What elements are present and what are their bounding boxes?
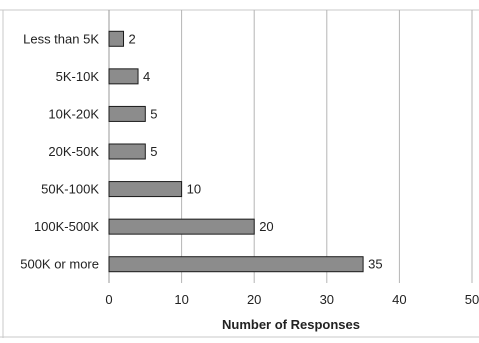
bar-5	[108, 181, 183, 198]
category-label: 50K-100K	[41, 182, 99, 197]
x-tick-label-50: 50	[465, 292, 479, 307]
bar-4	[108, 143, 146, 160]
category-label: 20K-50K	[48, 144, 99, 159]
x-tick-label-30: 30	[320, 292, 334, 307]
data-label: 20	[259, 219, 273, 234]
category-label: Less than 5K	[23, 31, 99, 46]
data-label: 35	[368, 257, 382, 272]
x-axis-title: Number of Responses	[222, 317, 360, 332]
data-label: 4	[143, 69, 150, 84]
x-tick-label-0: 0	[105, 292, 112, 307]
bars	[108, 30, 364, 273]
data-label: 10	[187, 182, 201, 197]
category-label: 5K-10K	[56, 69, 100, 84]
data-label: 5	[150, 106, 157, 121]
category-labels: Less than 5K 5K-10K 10K-20K 20K-50K 50K-100K…	[20, 31, 99, 271]
data-labels: 2 4 5 5 10 20 35	[129, 31, 383, 271]
bar-7	[108, 256, 364, 273]
x-tick-label-10: 10	[174, 292, 188, 307]
category-label: 100K-500K	[34, 219, 99, 234]
bar-3	[108, 105, 146, 122]
data-label: 5	[150, 144, 157, 159]
bar-2	[108, 68, 139, 85]
category-label: 500K or more	[20, 257, 99, 272]
category-label: 10K-20K	[48, 106, 99, 121]
bar-1	[108, 30, 125, 47]
bar-6	[108, 218, 255, 235]
gridlines	[108, 10, 473, 283]
data-label: 2	[129, 31, 136, 46]
x-tick-labels: 0 10 20 30 40 50	[105, 292, 479, 307]
x-tick-label-40: 40	[392, 292, 406, 307]
x-tick-label-20: 20	[247, 292, 261, 307]
